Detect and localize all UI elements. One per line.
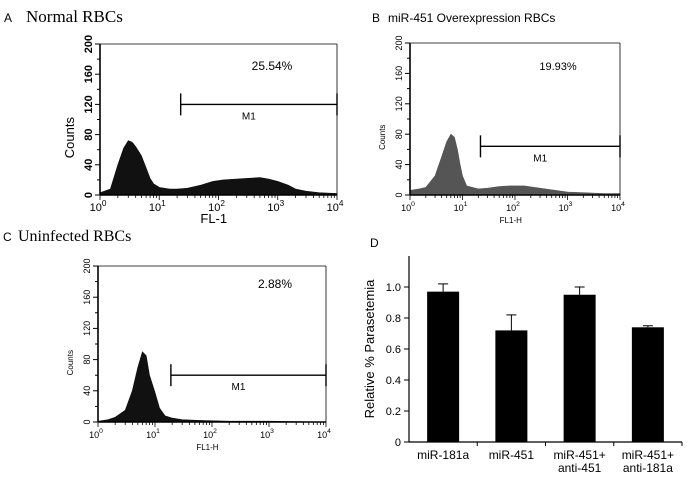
y-tick-label: 120 — [394, 96, 404, 111]
bar-panel-d: D 0 0.2 0.4 0.6 0.8 1.0 Relative % Parasetemia m… — [362, 236, 683, 475]
x-tick-label: 101 — [149, 199, 166, 214]
gate-label: M1 — [242, 111, 256, 122]
histogram-area — [97, 351, 327, 423]
x-tick-label: 104 — [327, 199, 344, 214]
y-axis-label: Relative % Parasetemia — [362, 279, 377, 418]
y-tick-label: 160 — [83, 65, 95, 83]
panel-label: D — [370, 236, 379, 250]
histogram-area — [409, 133, 621, 196]
y-tick-label: 40 — [83, 159, 95, 171]
chart-title: miR-451 Overexpression RBCs — [388, 11, 555, 25]
category-label: miR-451+ — [622, 448, 674, 462]
y-axis-label: Counts — [378, 125, 387, 150]
x-axis-label: FL-1 — [200, 211, 227, 226]
category-label: anti-181a — [623, 461, 673, 475]
y-tick-label: 0.8 — [386, 313, 401, 325]
y-tick-label: 120 — [83, 95, 95, 113]
x-tick-label: 102 — [506, 201, 520, 213]
y-axis-label: Counts — [62, 117, 77, 159]
histogram-panel-a: A Normal RBCs 0 40 80 120 160 200 Counts 100 101 10… — [4, 7, 344, 226]
category-label: miR-181a — [417, 448, 469, 462]
category-label: miR-451 — [489, 448, 535, 462]
panel-label: B — [372, 11, 380, 25]
y-tick-label: 0.4 — [386, 375, 401, 387]
y-tick-label: 1.0 — [386, 282, 401, 294]
x-tick-label: 104 — [317, 428, 331, 440]
y-tick-label: 200 — [82, 258, 92, 273]
x-tick-label: 100 — [89, 428, 103, 440]
histogram-panel-c: C Uninfected RBCs 0 40 80 120 160 200 Counts 100 1… — [3, 228, 331, 452]
x-tick-label: 100 — [401, 201, 415, 213]
y-tick-label: 200 — [83, 35, 95, 53]
y-axis-label: Counts — [66, 350, 75, 375]
y-tick-label: 160 — [394, 66, 404, 81]
bar — [563, 294, 596, 442]
gate-label: M1 — [231, 382, 245, 393]
bar — [631, 327, 664, 442]
x-tick-label: 103 — [260, 428, 274, 440]
x-tick-label: 103 — [267, 199, 284, 214]
y-tick-label: 0.6 — [386, 344, 401, 356]
y-tick-label: 0 — [83, 192, 95, 198]
x-tick-label: 102 — [208, 199, 225, 214]
gate-percentage: 19.93% — [539, 61, 577, 73]
y-tick-label: 40 — [82, 386, 92, 396]
histogram-area — [99, 140, 338, 196]
category-label: anti-451 — [558, 461, 602, 475]
gate-percentage: 25.54% — [252, 59, 293, 73]
y-tick-label: 40 — [394, 160, 404, 170]
y-tick-label: 120 — [82, 321, 92, 336]
y-tick-label: 200 — [394, 35, 404, 50]
y-tick-label: 80 — [394, 129, 404, 139]
gate-percentage: 2.88% — [258, 277, 292, 291]
chart-title: Uninfected RBCs — [18, 228, 131, 245]
x-axis-label: FL1-H — [500, 216, 522, 225]
gate-label: M1 — [533, 153, 547, 164]
panel-label: C — [3, 230, 12, 244]
x-tick-label: 104 — [611, 201, 625, 213]
y-tick-label: 0 — [394, 192, 404, 197]
y-tick-label: 80 — [83, 128, 95, 140]
y-tick-label: 0.2 — [386, 406, 401, 418]
x-tick-label: 101 — [454, 201, 468, 213]
x-tick-label: 101 — [146, 428, 160, 440]
chart-title: Normal RBCs — [26, 7, 123, 26]
x-tick-label: 100 — [90, 199, 107, 214]
y-tick-label: 80 — [82, 355, 92, 365]
bar — [427, 291, 460, 442]
x-axis-label: FL1-H — [196, 443, 218, 452]
x-tick-label: 102 — [203, 428, 217, 440]
y-tick-label: 0 — [395, 437, 401, 449]
category-label: miR-451+ — [553, 448, 605, 462]
y-tick-label: 0 — [82, 419, 92, 424]
bar — [495, 330, 528, 442]
panel-label: A — [4, 11, 12, 25]
y-tick-label: 160 — [82, 290, 92, 305]
x-tick-label: 103 — [559, 201, 573, 213]
